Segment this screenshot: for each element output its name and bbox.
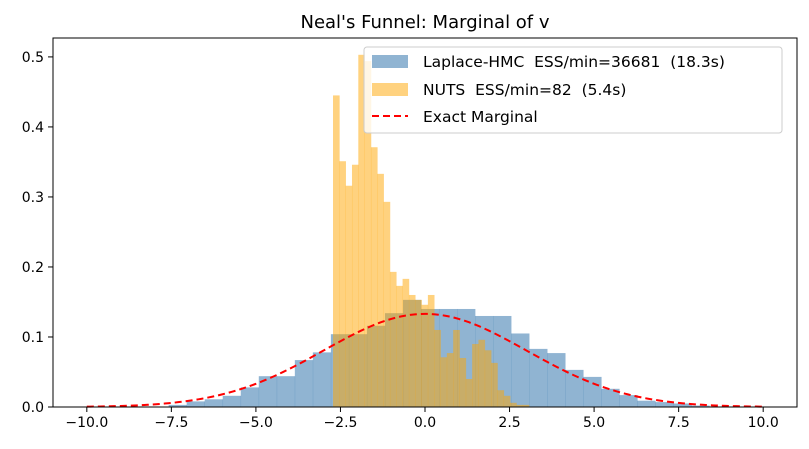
x-tick-label: −10.0 xyxy=(65,415,108,431)
nuts-bar xyxy=(427,294,435,407)
x-tick-label: 10.0 xyxy=(748,415,779,431)
nuts-bar xyxy=(383,201,391,407)
laplace-hmc-bar xyxy=(529,348,548,407)
nuts-bar xyxy=(408,294,416,407)
y-tick-label: 0.5 xyxy=(22,50,44,66)
legend-label-laplace-hmc: Laplace-HMC ESS/min=36681 (18.3s) xyxy=(423,53,725,71)
laplace-hmc-bar xyxy=(312,352,332,407)
nuts-bar xyxy=(333,95,340,407)
nuts-bar xyxy=(491,362,498,407)
nuts-bar xyxy=(465,378,473,407)
bars-layer xyxy=(168,54,710,407)
laplace-hmc-bar xyxy=(258,376,278,407)
x-tick-label: 2.5 xyxy=(498,415,520,431)
nuts-bar xyxy=(339,161,346,407)
laplace-hmc-bar xyxy=(186,401,206,407)
laplace-hmc-bar xyxy=(222,395,242,407)
laplace-hmc-bar xyxy=(204,399,224,407)
laplace-hmc-bar xyxy=(240,387,260,407)
laplace-hmc-bar xyxy=(511,333,530,407)
nuts-bar xyxy=(370,147,378,407)
nuts-bar xyxy=(440,357,448,407)
nuts-bar xyxy=(351,164,359,407)
nuts-bar xyxy=(434,329,441,407)
y-tick-label: 0.3 xyxy=(22,190,44,206)
x-tick-label: −2.5 xyxy=(323,415,357,431)
laplace-hmc-bar xyxy=(691,405,710,407)
nuts-bar xyxy=(510,402,517,407)
y-tick-label: 0.0 xyxy=(22,400,44,416)
legend-label-exact: Exact Marginal xyxy=(423,108,538,126)
nuts-bar xyxy=(396,285,403,407)
nuts-bar xyxy=(472,343,479,407)
nuts-bar xyxy=(516,404,524,407)
laplace-hmc-bar xyxy=(168,404,187,407)
laplace-hmc-bar xyxy=(547,353,566,407)
nuts-bar xyxy=(402,278,410,407)
y-tick-label: 0.4 xyxy=(22,120,44,136)
y-tick-label: 0.1 xyxy=(22,330,44,346)
nuts-bar xyxy=(453,329,460,407)
x-tick-label: 7.5 xyxy=(668,415,690,431)
nuts-bar xyxy=(522,404,530,407)
legend: Laplace-HMC ESS/min=36681 (18.3s) NUTS E… xyxy=(363,46,783,134)
x-tick-label: −5.0 xyxy=(239,415,273,431)
legend-swatch-nuts xyxy=(372,83,408,96)
x-tick-label: −7.5 xyxy=(154,415,188,431)
nuts-bar xyxy=(478,339,486,407)
nuts-bar xyxy=(389,271,397,407)
laplace-hmc-bar xyxy=(619,395,638,407)
y-axis: 0.0 0.1 0.2 0.3 0.4 0.5 xyxy=(22,50,53,416)
nuts-bar xyxy=(484,350,492,407)
nuts-bar xyxy=(415,299,422,407)
nuts-bar xyxy=(377,173,384,407)
laplace-hmc-bar xyxy=(565,369,584,407)
laplace-hmc-bar xyxy=(655,402,674,407)
legend-box xyxy=(363,46,783,134)
chart-title: Neal's Funnel: Marginal of v xyxy=(300,12,549,33)
exact-marginal-line xyxy=(86,312,764,408)
legend-swatch-laplace-hmc xyxy=(372,55,408,68)
nuts-bar xyxy=(364,61,372,407)
laplace-hmc-bar xyxy=(276,376,296,407)
nuts-bar xyxy=(421,304,429,407)
x-axis: −10.0 −7.5 −5.0 −2.5 0.0 2.5 5.0 7.5 10.0 xyxy=(65,407,779,431)
nuts-bar xyxy=(345,185,353,407)
laplace-hmc-bar xyxy=(601,388,620,407)
nuts-bar xyxy=(497,390,505,407)
x-tick-label: 5.0 xyxy=(583,415,605,431)
laplace-hmc-bar xyxy=(637,400,656,407)
x-tick-label: 0.0 xyxy=(414,415,436,431)
nuts-bar xyxy=(503,395,511,407)
laplace-hmc-bar xyxy=(673,403,692,407)
y-tick-label: 0.2 xyxy=(22,260,44,276)
nuts-bar xyxy=(446,353,454,407)
nuts-bar xyxy=(459,357,467,407)
laplace-hmc-bar xyxy=(294,360,314,407)
legend-label-nuts: NUTS ESS/min=82 (5.4s) xyxy=(423,81,626,99)
nuts-bar xyxy=(358,54,365,407)
